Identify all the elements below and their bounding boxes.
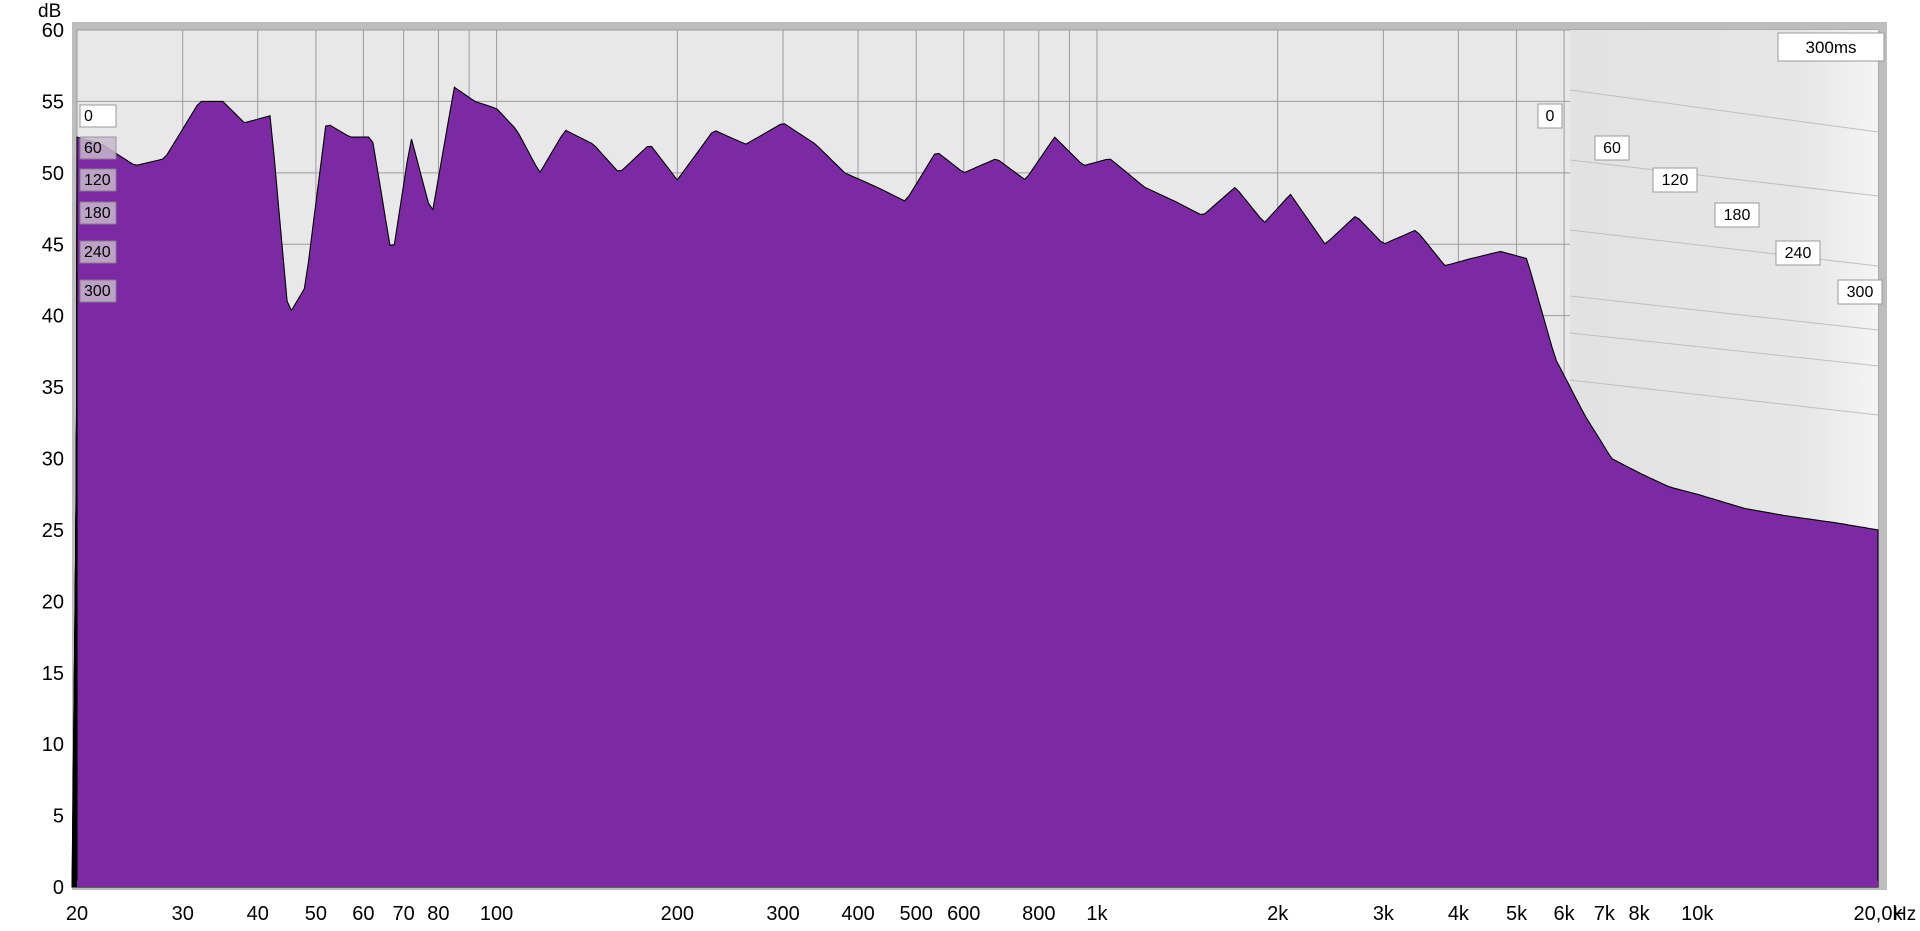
x-tick-label: 200 [661, 903, 694, 925]
x-axis-unit: Hz [1893, 904, 1916, 925]
y-tick-label: 15 [42, 663, 64, 685]
x-tick-label: 30 [172, 903, 194, 925]
x-axis-ticks: 20 30 40 50 60 70 80 100 200 300 400 500 600 800 1k 2k 3… [66, 903, 1904, 925]
time-slice-label-right: 120 [1652, 167, 1698, 193]
svg-text:300: 300 [84, 283, 111, 300]
svg-text:60: 60 [1603, 140, 1621, 157]
x-tick-label: 400 [841, 903, 874, 925]
waterfall-base [77, 881, 1878, 887]
x-tick-label: 5k [1506, 903, 1528, 925]
x-tick-label: 80 [427, 903, 449, 925]
time-slice-label-right: 300 [1837, 279, 1883, 305]
y-tick-label: 55 [42, 91, 64, 113]
time-slice-label-left: 0 [79, 104, 117, 128]
svg-text:180: 180 [1724, 207, 1751, 224]
x-tick-label: 20 [66, 903, 88, 925]
waterfall-slice [76, 86, 1879, 888]
time-slice-label-left: 240 [79, 240, 117, 264]
wall-guide-line [1569, 229, 1879, 267]
x-tick-label: 4k [1448, 903, 1470, 925]
svg-text:0: 0 [1546, 108, 1555, 125]
x-tick-label: 500 [900, 903, 933, 925]
y-tick-label: 40 [42, 306, 64, 328]
svg-text:120: 120 [84, 172, 111, 189]
wall-guide-line [1569, 89, 1879, 133]
x-tick-label: 6k [1554, 903, 1576, 925]
x-tick-label: 600 [947, 903, 980, 925]
svg-text:60: 60 [84, 140, 102, 157]
svg-text:0: 0 [84, 108, 93, 125]
x-tick-label: 60 [352, 903, 374, 925]
svg-text:180: 180 [84, 205, 111, 222]
y-axis-unit: dB [38, 1, 61, 22]
y-tick-label: 35 [42, 377, 64, 399]
waterfall-slices [71, 86, 1879, 888]
time-slice-label-right: 0 [1537, 103, 1563, 129]
time-slice-label-left: 300 [79, 279, 117, 303]
x-tick-label: 2k [1267, 903, 1289, 925]
time-max-box: 300ms [1777, 32, 1885, 62]
wall-guide-line [1569, 295, 1879, 331]
x-tick-label: 100 [480, 903, 513, 925]
time-slice-labels: 0 0 60 60 120 120 180 180 240 240 300 300 [79, 103, 1883, 305]
x-tick-label: 8k [1629, 903, 1651, 925]
time-slice-label-left: 120 [79, 168, 117, 192]
x-tick-label: 40 [247, 903, 269, 925]
wall-guide-line [1569, 159, 1879, 197]
wall-guide-line [1569, 332, 1879, 367]
svg-text:300: 300 [1847, 284, 1874, 301]
y-tick-label: 30 [42, 449, 64, 471]
x-tick-label: 50 [305, 903, 327, 925]
y-tick-label: 60 [42, 20, 64, 42]
y-tick-label: 50 [42, 163, 64, 185]
svg-text:240: 240 [1785, 245, 1812, 262]
x-tick-label: 20,0k [1854, 903, 1904, 925]
svg-text:120: 120 [1662, 172, 1689, 189]
x-tick-label: 800 [1022, 903, 1055, 925]
x-tick-label: 300 [766, 903, 799, 925]
y-axis-ticks: 0 5 10 15 20 25 30 35 40 45 50 55 60 [42, 20, 64, 899]
time-max-label: 300ms [1805, 38, 1856, 57]
x-tick-label: 10k [1681, 903, 1714, 925]
y-tick-label: 0 [53, 877, 64, 899]
y-tick-label: 10 [42, 734, 64, 756]
y-tick-label: 5 [53, 806, 64, 828]
y-tick-label: 45 [42, 234, 64, 256]
y-tick-label: 25 [42, 520, 64, 542]
x-tick-label: 70 [392, 903, 414, 925]
time-slice-label-right: 60 [1594, 135, 1630, 161]
y-tick-label: 20 [42, 591, 64, 613]
time-slice-label-right: 240 [1775, 240, 1821, 266]
x-tick-label: 1k [1086, 903, 1108, 925]
x-tick-label: 3k [1373, 903, 1395, 925]
wall-guide-line [1569, 379, 1879, 416]
time-slice-label-right: 180 [1714, 202, 1760, 228]
time-slice-label-left: 60 [79, 136, 117, 160]
x-tick-label: 7k [1594, 903, 1616, 925]
time-slice-label-left: 180 [79, 201, 117, 225]
svg-text:240: 240 [84, 244, 111, 261]
